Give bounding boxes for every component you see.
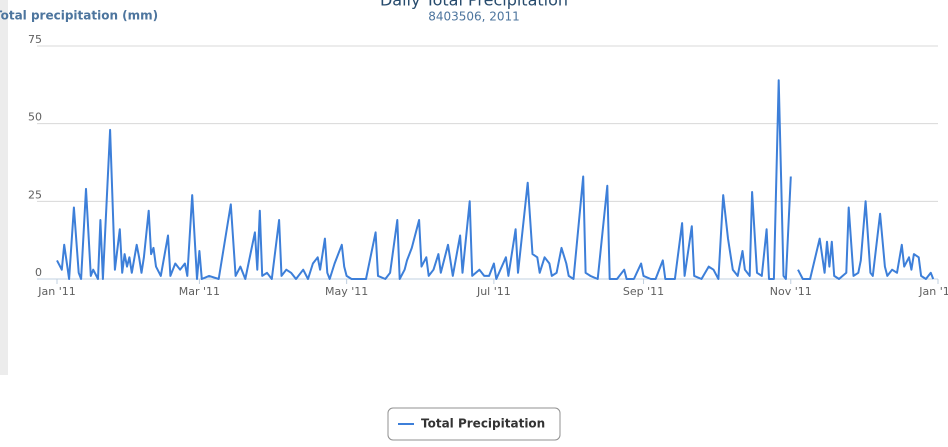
x-tick-label: Nov '11 (770, 285, 812, 298)
y-tick-label: 0 (35, 266, 42, 279)
x-tick-label: Jul '11 (476, 285, 511, 298)
y-axis-title: Total precipitation (mm) (0, 9, 158, 23)
data-line (56, 79, 935, 280)
x-tick-label: Mar '11 (179, 285, 220, 298)
chart-title: Daily Total Precipitation (380, 0, 568, 10)
x-tick-label: Sep '11 (623, 285, 664, 298)
side-panel (0, 0, 8, 375)
y-tick-label: 75 (28, 33, 42, 46)
legend-box (387, 407, 561, 441)
legend-label: Total Precipitation (421, 417, 545, 431)
legend[interactable]: Total Precipitation (387, 407, 561, 441)
x-tick-label: May '11 (325, 285, 368, 298)
y-tick-label: 25 (28, 188, 42, 201)
x-tick-label: Jan '12 (918, 285, 948, 298)
chart-subtitle: 8403506, 2011 (428, 10, 520, 24)
y-tick-label: 50 (28, 111, 42, 124)
x-tick-label: Jan '11 (37, 285, 75, 298)
